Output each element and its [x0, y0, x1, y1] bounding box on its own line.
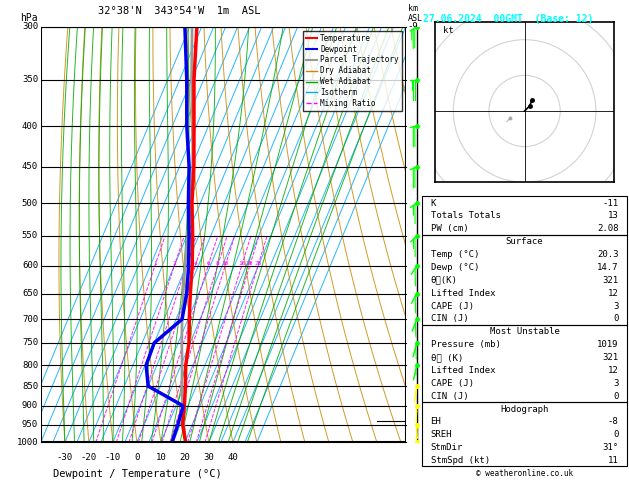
Text: 850: 850 [22, 382, 38, 391]
Text: StmSpd (kt): StmSpd (kt) [431, 456, 490, 465]
Text: 3: 3 [184, 261, 188, 266]
Text: Lifted Index: Lifted Index [431, 366, 495, 375]
Text: © weatheronline.co.uk: © weatheronline.co.uk [476, 469, 573, 478]
Text: -8: -8 [608, 417, 618, 427]
Text: 2.08: 2.08 [597, 224, 618, 233]
Text: -8: -8 [408, 75, 418, 85]
Text: 600: 600 [22, 261, 38, 270]
Text: StmDir: StmDir [431, 443, 463, 452]
Text: 0: 0 [613, 431, 618, 439]
Text: 20: 20 [246, 261, 253, 266]
Text: 27.06.2024  00GMT  (Base: 12): 27.06.2024 00GMT (Base: 12) [423, 14, 594, 24]
Text: Hodograph: Hodograph [501, 405, 548, 414]
Bar [422, 402, 627, 467]
Text: 450: 450 [22, 162, 38, 171]
Text: -7: -7 [408, 122, 418, 131]
Text: CIN (J): CIN (J) [431, 392, 468, 401]
Text: 6: 6 [206, 261, 210, 266]
Text: 3: 3 [613, 379, 618, 388]
Text: 16: 16 [238, 261, 245, 266]
Text: 20: 20 [179, 452, 190, 462]
Text: 10: 10 [155, 452, 166, 462]
Text: 0: 0 [613, 314, 618, 324]
Text: θᴇ (K): θᴇ (K) [431, 353, 463, 362]
Text: 750: 750 [22, 338, 38, 347]
Text: Mixing Ratio (g/kg): Mixing Ratio (g/kg) [412, 187, 421, 282]
Text: -4: -4 [408, 261, 418, 270]
Text: 321: 321 [603, 276, 618, 285]
Text: 900: 900 [22, 401, 38, 410]
Text: 0: 0 [613, 392, 618, 401]
Text: 32°38'N  343°54'W  1m  ASL: 32°38'N 343°54'W 1m ASL [98, 6, 261, 17]
Text: -3: -3 [408, 314, 418, 324]
Text: -20: -20 [81, 452, 97, 462]
Legend: Temperature, Dewpoint, Parcel Trajectory, Dry Adiabat, Wet Adiabat, Isotherm, Mi: Temperature, Dewpoint, Parcel Trajectory… [303, 31, 402, 111]
Text: 700: 700 [22, 314, 38, 324]
Text: θᴇ(K): θᴇ(K) [431, 276, 457, 285]
Text: CIN (J): CIN (J) [431, 314, 468, 324]
Text: 8: 8 [216, 261, 220, 266]
Text: Totals Totals: Totals Totals [431, 211, 501, 220]
Text: CAPE (J): CAPE (J) [431, 302, 474, 311]
Text: -30: -30 [57, 452, 73, 462]
Text: 650: 650 [22, 289, 38, 298]
Text: Surface: Surface [506, 237, 543, 246]
Text: -1: -1 [408, 401, 418, 410]
Text: CAPE (J): CAPE (J) [431, 379, 474, 388]
Text: 350: 350 [22, 75, 38, 85]
Bar [422, 235, 627, 325]
Text: SREH: SREH [431, 431, 452, 439]
Text: -6: -6 [408, 199, 418, 208]
Text: Lifted Index: Lifted Index [431, 289, 495, 298]
Text: Dewpoint / Temperature (°C): Dewpoint / Temperature (°C) [52, 469, 221, 479]
Text: 12: 12 [608, 289, 618, 298]
Text: 25: 25 [254, 261, 262, 266]
Text: -2: -2 [408, 361, 418, 370]
Text: 30: 30 [204, 452, 214, 462]
Bar [422, 196, 627, 235]
Text: 20.3: 20.3 [597, 250, 618, 259]
Text: EH: EH [431, 417, 442, 427]
Text: -9: -9 [408, 22, 418, 31]
Text: 4: 4 [193, 261, 197, 266]
Text: 14.7: 14.7 [597, 263, 618, 272]
Text: -10: -10 [105, 452, 121, 462]
Text: 3: 3 [613, 302, 618, 311]
Bar [422, 325, 627, 402]
Text: 321: 321 [603, 353, 618, 362]
Text: LCL: LCL [408, 417, 423, 425]
Text: 1: 1 [153, 261, 157, 266]
Text: 550: 550 [22, 231, 38, 241]
Text: Pressure (mb): Pressure (mb) [431, 340, 501, 349]
Text: 10: 10 [221, 261, 229, 266]
Text: 1019: 1019 [597, 340, 618, 349]
Text: Temp (°C): Temp (°C) [431, 250, 479, 259]
Text: K: K [431, 198, 436, 208]
Text: 400: 400 [22, 122, 38, 131]
Text: km
ASL: km ASL [408, 4, 423, 22]
Text: 31°: 31° [603, 443, 618, 452]
Text: Dewp (°C): Dewp (°C) [431, 263, 479, 272]
Text: 950: 950 [22, 420, 38, 429]
Text: 800: 800 [22, 361, 38, 370]
Text: 40: 40 [228, 452, 238, 462]
Text: -11: -11 [603, 198, 618, 208]
Text: Most Unstable: Most Unstable [489, 328, 560, 336]
Text: 500: 500 [22, 199, 38, 208]
Text: 300: 300 [22, 22, 38, 31]
Text: kt: kt [443, 26, 454, 35]
Text: hPa: hPa [20, 13, 38, 22]
Text: 13: 13 [608, 211, 618, 220]
Text: 0: 0 [134, 452, 140, 462]
Text: 11: 11 [608, 456, 618, 465]
Text: 2: 2 [172, 261, 176, 266]
Text: 1000: 1000 [16, 438, 38, 447]
Text: 12: 12 [608, 366, 618, 375]
Text: PW (cm): PW (cm) [431, 224, 468, 233]
